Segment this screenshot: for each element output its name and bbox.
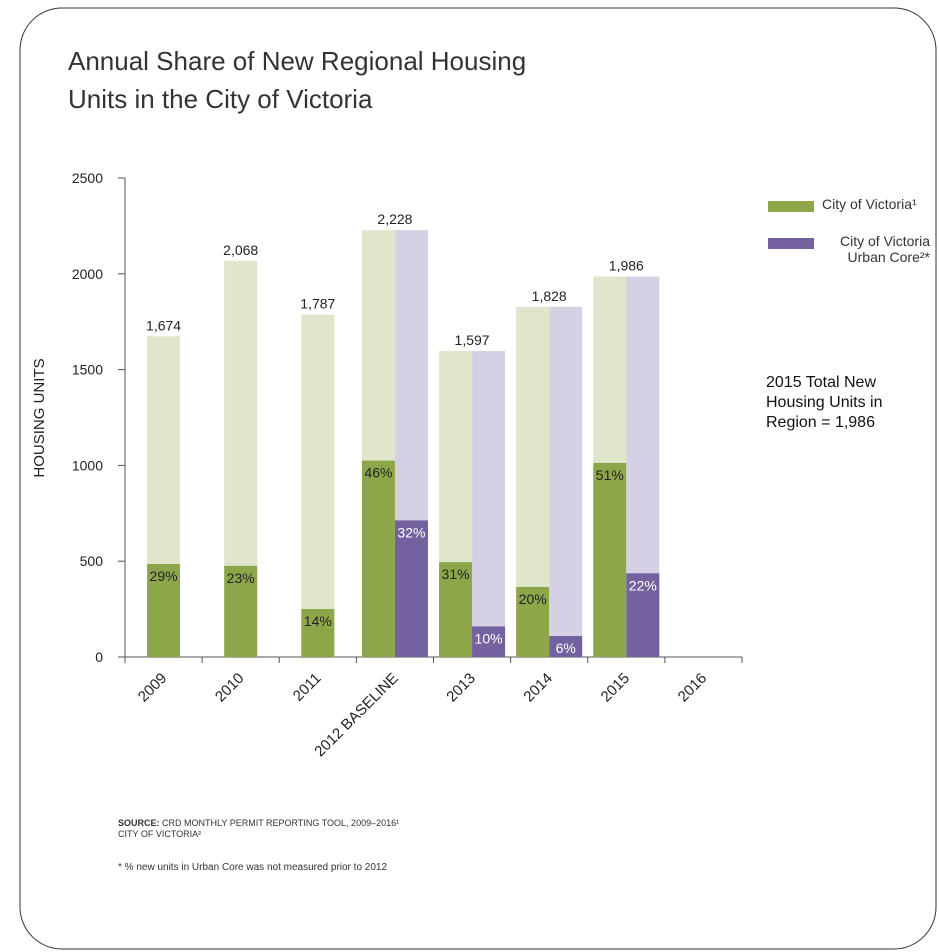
source: SOURCE: CRD MONTHLY PERMIT REPORTING TOO… (118, 818, 399, 840)
source-text: CRD MONTHLY PERMIT REPORTING TOOL, 2009–… (162, 818, 400, 828)
y-tick-label: 0 (95, 649, 103, 665)
x-tick-label: 2014 (520, 670, 556, 706)
x-tick-label: 2010 (212, 670, 248, 706)
share-label: 20% (519, 591, 547, 607)
x-tick-label: 2009 (135, 670, 171, 706)
x-tick-label: 2016 (675, 670, 711, 706)
x-tick-label: 2012 BASELINE (311, 670, 401, 760)
y-axis-label: HOUSING UNITS (31, 358, 48, 477)
share-bar (394, 520, 428, 657)
frame (19, 7, 937, 950)
share-label: 32% (397, 524, 425, 540)
share-bar (301, 609, 335, 657)
annotation: 2015 Total New Housing Units in Region =… (766, 374, 883, 431)
share-label: 29% (150, 568, 178, 584)
legend-label: City of Victoria¹ (822, 196, 917, 212)
y-tick-label: 2500 (72, 170, 103, 186)
total-label: 2,228 (377, 211, 412, 227)
total-bar (549, 306, 583, 657)
y-tick-label: 1000 (72, 457, 103, 473)
legend-label: City of Victoria Urban Core²* (840, 233, 930, 265)
x-tick-label: 2011 (290, 670, 325, 705)
source-label: SOURCE: (118, 818, 160, 828)
share-bar (593, 462, 627, 657)
share-label: 10% (475, 630, 503, 646)
total-label: 1,674 (146, 317, 181, 333)
share-bar (147, 563, 181, 657)
share-bar (439, 562, 473, 657)
y-tick-label: 2000 (72, 266, 103, 282)
share-bar (626, 573, 660, 657)
y-tick-label: 1500 (72, 362, 103, 378)
total-label: 1,828 (532, 288, 567, 304)
legend-swatch (768, 201, 814, 212)
share-bar (224, 565, 258, 657)
footnote: * % new units in Urban Core was not meas… (118, 862, 388, 873)
chart-title: Units in the City of Victoria (68, 84, 373, 114)
share-bar (516, 586, 550, 657)
share-bar (472, 626, 506, 657)
x-tick-label: 2015 (598, 670, 634, 706)
total-bar (472, 351, 506, 657)
share-label: 6% (556, 640, 576, 656)
share-bar (361, 460, 395, 657)
total-label: 1,787 (300, 296, 335, 312)
share-label: 14% (304, 613, 332, 629)
legend-swatch (768, 238, 814, 249)
total-bar (301, 314, 335, 657)
share-label: 23% (227, 570, 255, 586)
share-label: 46% (364, 465, 392, 481)
y-tick-label: 500 (80, 553, 104, 569)
source-text: CITY OF VICTORIA² (118, 829, 202, 839)
share-label: 51% (596, 467, 624, 483)
total-label: 2,068 (223, 242, 258, 258)
share-label: 22% (629, 577, 657, 593)
total-label: 1,597 (455, 332, 490, 348)
share-bar (549, 635, 583, 657)
chart-title: Annual Share of New Regional Housing (68, 46, 526, 76)
x-tick-label: 2013 (443, 670, 479, 706)
share-label: 31% (442, 566, 470, 582)
total-label: 1,986 (609, 257, 644, 273)
